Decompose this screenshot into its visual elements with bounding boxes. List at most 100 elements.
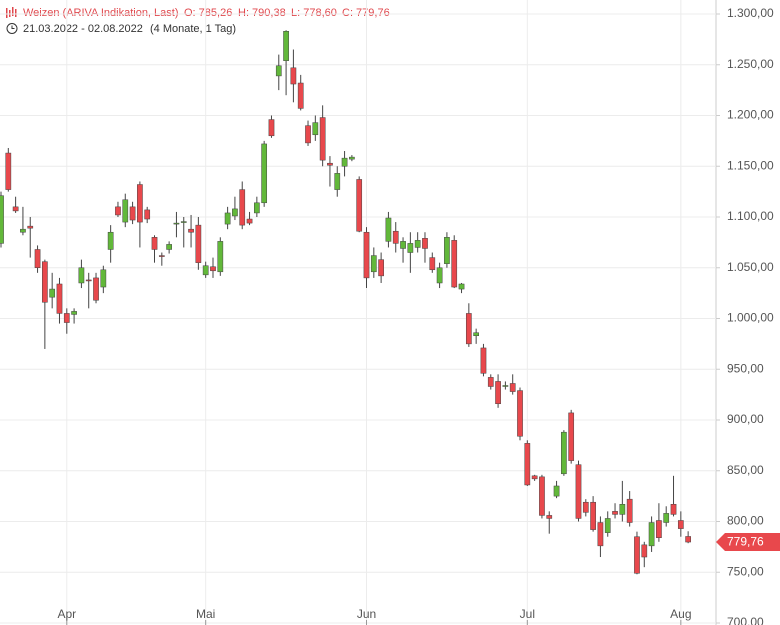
candle-body bbox=[656, 520, 662, 538]
candle-body bbox=[71, 311, 77, 315]
y-tick-label: 800,00 bbox=[727, 514, 764, 528]
candle-body bbox=[93, 277, 99, 301]
candle-body bbox=[458, 283, 465, 290]
y-tick-label: 900,00 bbox=[727, 412, 764, 426]
candle-body bbox=[151, 237, 158, 250]
candle-body bbox=[414, 240, 421, 248]
candle-body bbox=[436, 267, 443, 284]
x-tick-label: Mai bbox=[196, 607, 215, 621]
candle-body bbox=[115, 206, 121, 216]
candle-body bbox=[341, 157, 348, 167]
candle-body bbox=[334, 173, 341, 190]
candle-body bbox=[122, 199, 129, 223]
candle-body bbox=[444, 237, 450, 264]
candle-body bbox=[407, 243, 414, 253]
y-tick-label: 750,00 bbox=[727, 564, 764, 578]
candle-body bbox=[597, 522, 604, 547]
candle-body bbox=[480, 347, 487, 374]
candle-body bbox=[378, 259, 384, 277]
candle-body bbox=[685, 536, 691, 543]
candle-body bbox=[173, 222, 180, 225]
period: (4 Monate, 1 Tag) bbox=[150, 23, 236, 35]
candle-body bbox=[137, 184, 143, 223]
price-tag-label: 779,76 bbox=[727, 535, 764, 549]
y-tick-label: 1.050,00 bbox=[727, 260, 774, 274]
candle-body bbox=[27, 225, 34, 229]
candle-body bbox=[188, 228, 194, 233]
candle-body bbox=[5, 152, 12, 190]
chart-title: Weizen (ARIVA Indikation, Last) bbox=[23, 7, 179, 19]
candle-body bbox=[42, 261, 48, 303]
candle-body bbox=[524, 443, 531, 486]
candle-body bbox=[327, 162, 333, 166]
candle-body bbox=[305, 125, 311, 144]
candle-body bbox=[400, 241, 406, 249]
candle-body bbox=[487, 377, 494, 387]
candle-body bbox=[34, 249, 41, 268]
candle-body bbox=[517, 390, 523, 437]
candle-body bbox=[268, 119, 275, 137]
candle-body bbox=[12, 206, 19, 212]
ohlc-label: C: 779,76 bbox=[342, 7, 390, 19]
ohlc-label: H: 790,38 bbox=[238, 7, 286, 19]
candle-body bbox=[561, 431, 567, 475]
candle-body bbox=[546, 515, 553, 519]
candle-body bbox=[502, 385, 509, 387]
candle-body bbox=[495, 381, 501, 405]
y-tick-label: 1.250,00 bbox=[727, 57, 774, 71]
x-tick-label: Jul bbox=[520, 607, 535, 621]
candle-body bbox=[626, 498, 633, 523]
candle-body bbox=[451, 240, 458, 288]
candle-body bbox=[232, 208, 238, 217]
candle-body bbox=[166, 244, 172, 250]
candle-body bbox=[553, 485, 560, 497]
candle-body bbox=[568, 412, 575, 461]
candle-body bbox=[210, 266, 216, 272]
candle-body bbox=[144, 209, 151, 220]
y-tick-label: 1.100,00 bbox=[727, 209, 774, 223]
candle-body bbox=[670, 503, 677, 515]
candle-body bbox=[275, 65, 282, 77]
candle-body bbox=[246, 218, 253, 224]
candle-body bbox=[356, 179, 363, 232]
candle-body bbox=[254, 202, 260, 214]
x-tick-label: Jun bbox=[357, 607, 376, 621]
candle-body bbox=[509, 383, 516, 392]
ohlc-label: O: 785,26 bbox=[184, 7, 232, 19]
candle-body bbox=[641, 544, 648, 558]
candle-body bbox=[319, 117, 326, 161]
y-tick-label: 1.200,00 bbox=[727, 108, 774, 122]
candle-body bbox=[619, 503, 626, 515]
candle-body bbox=[349, 156, 355, 160]
candle-body bbox=[465, 313, 472, 345]
date-range: 21.03.2022 - 02.08.2022 bbox=[23, 23, 143, 35]
candle-body bbox=[107, 231, 114, 250]
candle-body bbox=[422, 238, 428, 249]
candle-body bbox=[158, 255, 165, 257]
candle-body bbox=[20, 228, 26, 233]
candle-body bbox=[363, 231, 370, 279]
ohlc-label: L: 778,60 bbox=[291, 7, 337, 19]
y-tick-label: 1.000,00 bbox=[727, 311, 774, 325]
candle-body bbox=[392, 230, 399, 244]
candle-body bbox=[180, 221, 187, 223]
candle-body bbox=[312, 122, 319, 136]
candle-body bbox=[590, 501, 596, 530]
candle-body bbox=[78, 267, 85, 284]
candle-body bbox=[290, 67, 297, 85]
candle-body bbox=[261, 143, 268, 204]
candle-body bbox=[202, 265, 209, 276]
candle-body bbox=[473, 332, 479, 337]
candle-body bbox=[100, 269, 107, 288]
candle-body bbox=[531, 475, 538, 480]
y-tick-label: 1.300,00 bbox=[727, 6, 774, 20]
candle-body bbox=[129, 206, 136, 221]
candle-body bbox=[49, 288, 56, 298]
candle-body bbox=[56, 283, 63, 314]
candle-body bbox=[663, 513, 670, 523]
x-tick-label: Aug bbox=[670, 607, 691, 621]
candle-body bbox=[429, 257, 436, 271]
candle-body bbox=[283, 31, 289, 61]
